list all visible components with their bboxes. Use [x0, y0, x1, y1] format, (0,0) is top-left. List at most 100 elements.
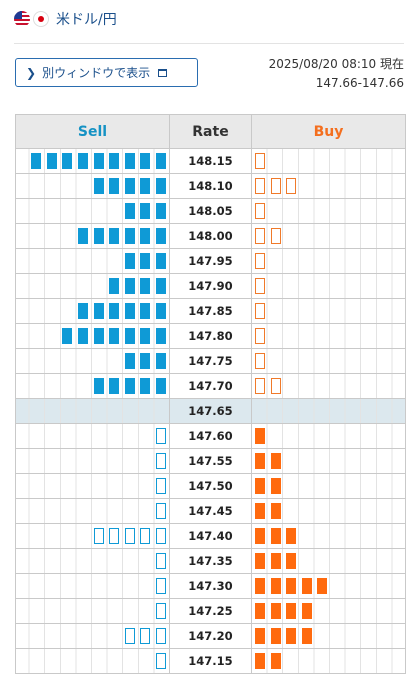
buy-volume-bar: [255, 353, 265, 369]
order-book-row: 148.00: [15, 223, 406, 249]
sell-volume-bar: [156, 453, 166, 469]
buy-volume-bar: [270, 478, 281, 494]
rate-cell: 147.30: [169, 573, 252, 599]
timestamp: 2025/08/20 08:10 現在: [268, 57, 404, 71]
sell-cell: [15, 473, 170, 499]
pair-header: 米ドル/円: [14, 9, 117, 29]
buy-volume-bar: [255, 478, 265, 494]
sell-cell: [15, 398, 170, 424]
sell-volume-bar: [156, 478, 166, 494]
sell-volume-bar: [140, 178, 151, 194]
us-flag-icon: [14, 11, 30, 27]
buy-cell: [251, 448, 406, 474]
jp-flag-icon: [33, 11, 49, 27]
buy-volume-bar: [255, 303, 265, 319]
open-new-window-button[interactable]: ❯ 別ウィンドウで表示: [15, 58, 198, 87]
buy-volume-bar: [301, 628, 312, 644]
open-new-window-label: 別ウィンドウで表示: [42, 66, 151, 80]
buy-cell: [251, 623, 406, 649]
buy-cell: [251, 173, 406, 199]
buy-volume-bar: [286, 578, 297, 594]
buy-cell: [251, 348, 406, 374]
sell-volume-bar: [124, 253, 135, 269]
sell-volume-bar: [124, 378, 135, 394]
sell-volume-bar: [156, 553, 166, 569]
sell-cell: [15, 173, 170, 199]
buy-cell: [251, 648, 406, 674]
sell-volume-bar: [93, 303, 104, 319]
sell-volume-bar: [62, 328, 73, 344]
buy-cell: [251, 323, 406, 349]
buy-volume-bar: [270, 528, 281, 544]
rate-cell: 147.85: [169, 298, 252, 324]
sell-volume-bar: [140, 328, 151, 344]
order-book-row: 147.90: [15, 273, 406, 299]
rate-cell: 147.60: [169, 423, 252, 449]
buy-volume-bar: [270, 178, 281, 194]
buy-cell: [251, 198, 406, 224]
sell-volume-bar: [140, 203, 151, 219]
sell-cell: [15, 373, 170, 399]
buy-volume-bar: [270, 553, 281, 569]
sell-volume-bar: [140, 303, 151, 319]
order-book-row: 147.55: [15, 448, 406, 474]
sell-volume-bar: [140, 353, 151, 369]
sell-volume-bar: [156, 153, 166, 169]
sell-cell: [15, 323, 170, 349]
header-divider: [14, 43, 404, 44]
sell-volume-bar: [46, 153, 57, 169]
sell-volume-bar: [93, 178, 104, 194]
buy-volume-bar: [270, 653, 281, 669]
sell-volume-bar: [156, 378, 166, 394]
order-book-row: 147.40: [15, 523, 406, 549]
order-book-row: 148.05: [15, 198, 406, 224]
sell-volume-bar: [156, 603, 166, 619]
sell-cell: [15, 223, 170, 249]
buy-volume-bar: [301, 578, 312, 594]
sell-volume-bar: [140, 628, 151, 644]
sell-volume-bar: [156, 178, 166, 194]
buy-volume-bar: [255, 203, 265, 219]
rate-range: 147.66-147.66: [315, 76, 404, 90]
sell-volume-bar: [140, 153, 151, 169]
buy-volume-bar: [255, 328, 265, 344]
order-book-row: 147.45: [15, 498, 406, 524]
sell-volume-bar: [124, 203, 135, 219]
sell-volume-bar: [124, 153, 135, 169]
buy-volume-bar: [255, 378, 265, 394]
sell-volume-bar: [124, 178, 135, 194]
sell-cell: [15, 198, 170, 224]
sell-volume-bar: [93, 378, 104, 394]
buy-volume-bar: [286, 603, 297, 619]
order-book-row: 147.30: [15, 573, 406, 599]
sell-volume-bar: [109, 228, 120, 244]
buy-volume-bar: [286, 528, 297, 544]
chevron-right-icon: ❯: [26, 65, 37, 80]
sell-volume-bar: [78, 228, 88, 244]
sell-cell: [15, 348, 170, 374]
rate-cell: 147.90: [169, 273, 252, 299]
sell-cell: [15, 273, 170, 299]
sell-cell: [15, 423, 170, 449]
order-book-row: 147.50: [15, 473, 406, 499]
buy-volume-bar: [286, 178, 297, 194]
sell-volume-bar: [156, 428, 166, 444]
buy-cell: [251, 298, 406, 324]
buy-volume-bar: [270, 503, 281, 519]
sell-volume-bar: [93, 328, 104, 344]
timestamp-block: 2025/08/20 08:10 現在 147.66-147.66: [269, 55, 404, 93]
sell-volume-bar: [124, 328, 135, 344]
buy-cell: [251, 248, 406, 274]
order-book-row: 147.85: [15, 298, 406, 324]
sell-volume-bar: [78, 303, 88, 319]
sell-volume-bar: [156, 278, 166, 294]
rate-cell: 147.50: [169, 473, 252, 499]
order-book-header-row: Sell Rate Buy: [15, 114, 406, 149]
rate-cell: 147.95: [169, 248, 252, 274]
external-window-icon: [158, 68, 168, 77]
buy-cell: [251, 398, 406, 424]
sell-volume-bar: [140, 253, 151, 269]
order-book-row: 147.70: [15, 373, 406, 399]
sell-volume-bar: [109, 303, 120, 319]
sell-volume-bar: [156, 203, 166, 219]
